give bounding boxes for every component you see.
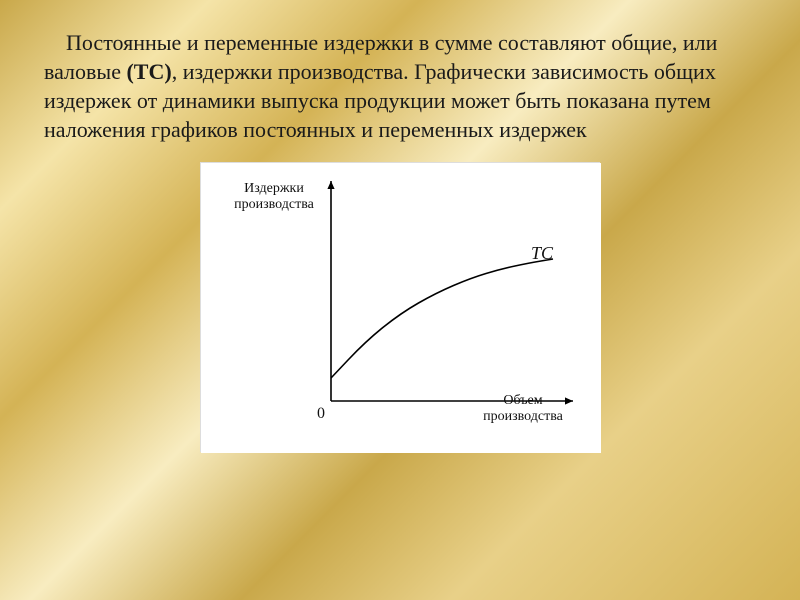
slide: Постоянные и переменные издержки в сумме… xyxy=(0,0,800,600)
tc-bold: (ТС) xyxy=(126,59,171,84)
origin-label: 0 xyxy=(317,405,325,423)
slide-paragraph: Постоянные и переменные издержки в сумме… xyxy=(44,28,756,144)
curve-label: ТС xyxy=(531,243,553,264)
tc-chart: Издержки производства Объем производства… xyxy=(200,162,600,452)
y-axis-label: Издержки производства xyxy=(219,181,329,213)
x-axis-label: Объем производства xyxy=(463,393,583,425)
